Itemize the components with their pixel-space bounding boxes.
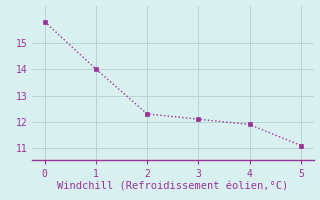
X-axis label: Windchill (Refroidissement éolien,°C): Windchill (Refroidissement éolien,°C)	[57, 182, 288, 192]
